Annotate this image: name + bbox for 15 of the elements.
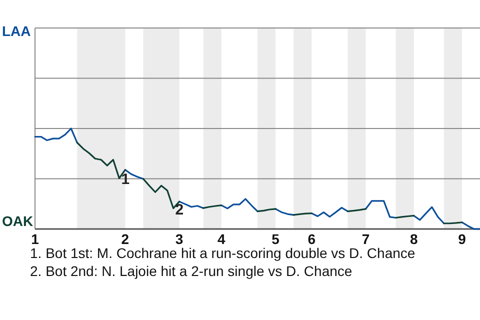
- annotation: 1: [121, 171, 130, 188]
- x-tick-label: 4: [218, 230, 226, 247]
- text: 2. Bot 2nd: N. Lajoie hit a 2-run single vs D. Chance: [30, 263, 352, 279]
- text: 1. Bot 1st: M. Cochrane hit a run-scoring double vs D. Chance: [30, 245, 416, 261]
- x-tick-label: 8: [410, 230, 418, 247]
- text: LAA: [2, 23, 31, 39]
- annotation: 2: [175, 201, 184, 218]
- x-tick-label: 1: [31, 230, 40, 247]
- x-tick-label: 2: [121, 230, 130, 247]
- x-tick-label: 3: [175, 230, 184, 247]
- x-tick-label: 7: [362, 230, 370, 247]
- x-tick-label: 6: [308, 230, 316, 247]
- x-tick-label: 9: [458, 230, 466, 247]
- text: OAK: [2, 213, 34, 229]
- x-tick-label: 5: [272, 230, 280, 247]
